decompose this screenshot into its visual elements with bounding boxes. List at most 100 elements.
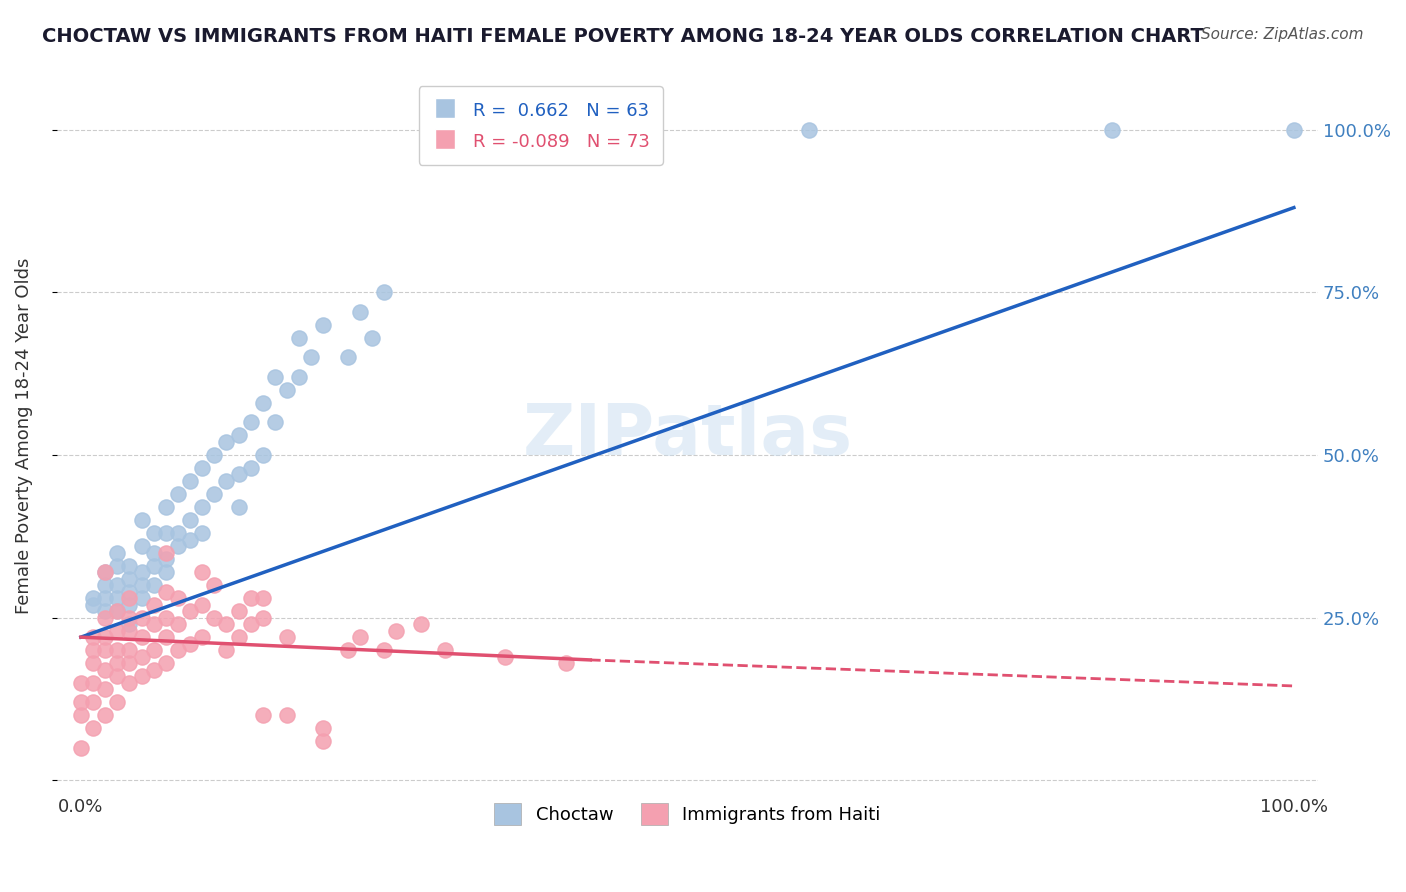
Point <box>142 598 165 612</box>
Point <box>118 624 141 638</box>
Y-axis label: Female Poverty Among 18-24 Year Olds: Female Poverty Among 18-24 Year Olds <box>15 257 32 614</box>
Point <box>409 617 432 632</box>
Point <box>155 610 177 624</box>
Point <box>299 351 322 365</box>
Point <box>228 467 250 482</box>
Point <box>142 617 165 632</box>
Point <box>131 565 153 579</box>
Point <box>179 604 201 618</box>
Point <box>94 682 117 697</box>
Point <box>70 675 93 690</box>
Point <box>94 591 117 606</box>
Point <box>82 643 104 657</box>
Point <box>191 565 214 579</box>
Point <box>70 740 93 755</box>
Point <box>312 721 335 735</box>
Point <box>131 578 153 592</box>
Point <box>264 369 287 384</box>
Point <box>142 663 165 677</box>
Point <box>228 630 250 644</box>
Point <box>118 591 141 606</box>
Point <box>167 539 190 553</box>
Point <box>252 591 274 606</box>
Point <box>155 584 177 599</box>
Point <box>118 675 141 690</box>
Point <box>131 610 153 624</box>
Point <box>155 656 177 670</box>
Point <box>142 643 165 657</box>
Point <box>264 416 287 430</box>
Point <box>385 624 408 638</box>
Point <box>239 461 262 475</box>
Point <box>312 734 335 748</box>
Point <box>131 649 153 664</box>
Point <box>94 708 117 723</box>
Point <box>105 695 128 709</box>
Point <box>105 558 128 573</box>
Point <box>167 591 190 606</box>
Point <box>94 565 117 579</box>
Point <box>1282 122 1305 136</box>
Point <box>118 598 141 612</box>
Point <box>131 630 153 644</box>
Point <box>155 552 177 566</box>
Point <box>118 584 141 599</box>
Point <box>131 591 153 606</box>
Point <box>179 474 201 488</box>
Point <box>131 539 153 553</box>
Point <box>94 630 117 644</box>
Point <box>94 663 117 677</box>
Point <box>82 591 104 606</box>
Point <box>202 578 225 592</box>
Point <box>142 526 165 541</box>
Point <box>94 604 117 618</box>
Point <box>276 383 298 397</box>
Point <box>155 500 177 514</box>
Point <box>276 708 298 723</box>
Point <box>82 695 104 709</box>
Point <box>155 630 177 644</box>
Point <box>82 630 104 644</box>
Point <box>228 604 250 618</box>
Text: ZIPatlas: ZIPatlas <box>522 401 852 470</box>
Point <box>252 610 274 624</box>
Point <box>82 721 104 735</box>
Point <box>215 434 238 449</box>
Point <box>70 695 93 709</box>
Point <box>373 643 395 657</box>
Point <box>82 656 104 670</box>
Point <box>142 545 165 559</box>
Point <box>82 675 104 690</box>
Text: CHOCTAW VS IMMIGRANTS FROM HAITI FEMALE POVERTY AMONG 18-24 YEAR OLDS CORRELATIO: CHOCTAW VS IMMIGRANTS FROM HAITI FEMALE … <box>42 27 1204 45</box>
Point <box>336 643 359 657</box>
Point <box>239 617 262 632</box>
Point <box>131 669 153 683</box>
Point <box>288 331 311 345</box>
Point <box>252 448 274 462</box>
Point <box>105 578 128 592</box>
Point <box>82 598 104 612</box>
Point <box>94 578 117 592</box>
Point <box>142 558 165 573</box>
Point <box>191 598 214 612</box>
Point <box>239 416 262 430</box>
Point <box>1101 122 1123 136</box>
Point <box>191 461 214 475</box>
Point <box>202 610 225 624</box>
Point <box>118 572 141 586</box>
Point <box>373 285 395 300</box>
Point <box>105 624 128 638</box>
Point <box>312 318 335 332</box>
Point <box>215 474 238 488</box>
Point <box>118 643 141 657</box>
Point <box>202 448 225 462</box>
Point <box>155 526 177 541</box>
Point <box>155 565 177 579</box>
Point <box>167 617 190 632</box>
Point <box>191 526 214 541</box>
Point <box>433 643 456 657</box>
Point <box>288 369 311 384</box>
Point <box>118 610 141 624</box>
Point <box>494 649 516 664</box>
Point <box>70 708 93 723</box>
